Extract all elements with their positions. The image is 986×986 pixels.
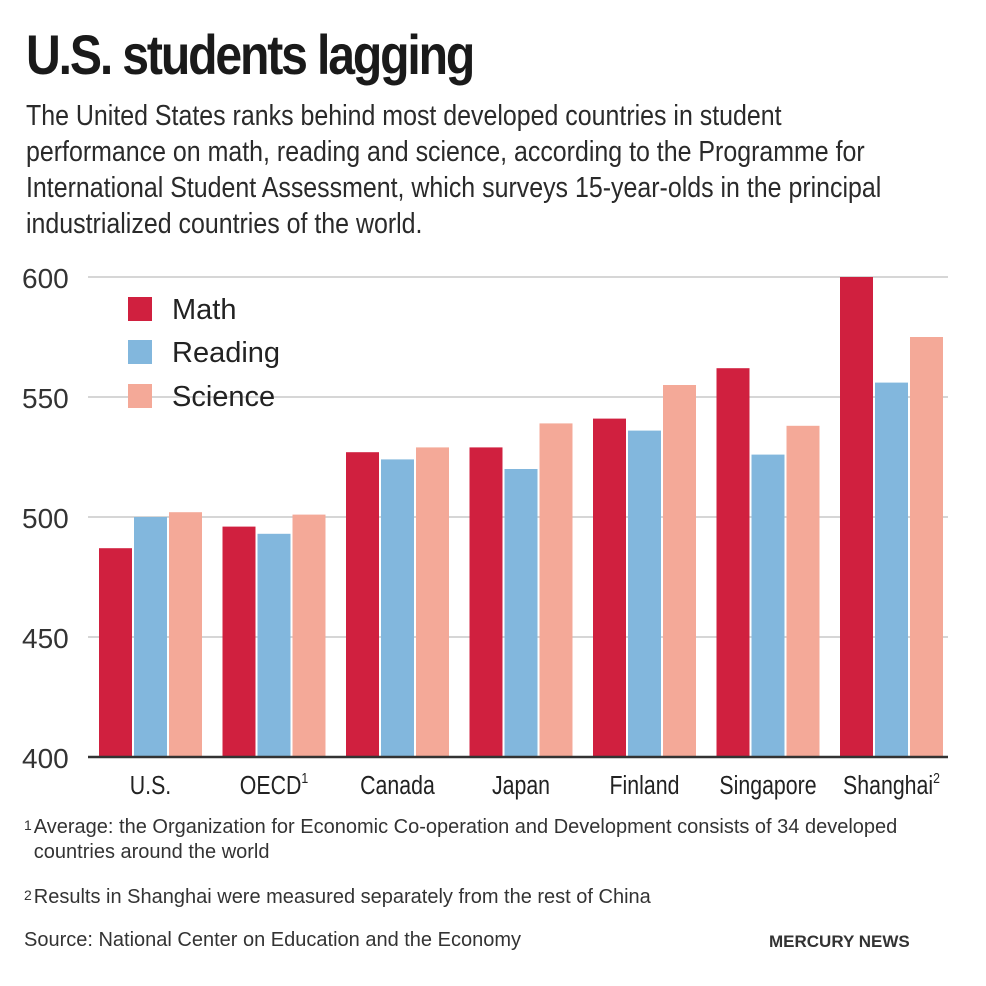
- bar-science-shanghai: [910, 337, 943, 757]
- bar-reading-finland: [628, 430, 661, 757]
- y-tick-label-450: 450: [22, 623, 69, 654]
- legend-swatch-reading: [128, 340, 152, 364]
- y-tick-label-550: 550: [22, 383, 69, 414]
- bar-math-singapore: [716, 368, 750, 757]
- bar-science-finland: [663, 385, 696, 757]
- x-tick-label-finland: Finland: [610, 771, 680, 801]
- bar-math-japan: [469, 447, 503, 757]
- chart-subtitle: The United States ranks behind most deve…: [26, 100, 882, 240]
- legend-swatch-science: [128, 384, 152, 408]
- footnote-2-mark: 2: [24, 887, 32, 903]
- x-tick-label-singapore: Singapore: [719, 771, 816, 801]
- footnote-1-mark: 1: [24, 817, 32, 833]
- footnote-1-text: Average: the Organization for Economic C…: [33, 816, 898, 863]
- legend-label-math: Math: [172, 294, 236, 326]
- bar-reading-japan: [504, 469, 538, 757]
- bar-math-shanghai: [840, 277, 873, 757]
- bar-science-canada: [416, 447, 449, 757]
- bar-math-canada: [346, 452, 379, 757]
- footnote-2: 2 Results in Shanghai were measured separ…: [24, 885, 651, 910]
- x-tick-label-us: U.S.: [130, 771, 171, 801]
- y-tick-label-400: 400: [22, 743, 69, 774]
- bar-reading-canada: [381, 459, 414, 757]
- x-tick-superscript-shanghai: 2: [933, 770, 940, 786]
- x-tick-label-japan: Japan: [492, 771, 550, 801]
- y-tick-label-500: 500: [22, 503, 69, 534]
- legend-label-science: Science: [172, 381, 275, 413]
- x-tick-label-shanghai: Shanghai2: [843, 770, 940, 801]
- bar-science-singapore: [786, 425, 820, 757]
- bar-science-oecd: [292, 514, 326, 757]
- chart-title: U.S. students lagging: [26, 23, 475, 86]
- bar-reading-oecd: [257, 533, 291, 757]
- bar-reading-singapore: [751, 454, 785, 757]
- bar-reading-shanghai: [875, 382, 908, 757]
- bar-science-us: [169, 512, 202, 757]
- y-tick-label-600: 600: [22, 263, 69, 294]
- x-tick-superscript-oecd: 1: [301, 770, 308, 786]
- credit-label: MERCURY NEWS: [769, 932, 910, 951]
- legend-label-reading: Reading: [172, 337, 280, 369]
- footnote-2-text: Results in Shanghai were measured separa…: [33, 886, 651, 908]
- x-tick-label-oecd: OECD1: [240, 770, 308, 801]
- source-note: Source: National Center on Education and…: [24, 929, 521, 951]
- footnote-1: 1 Average: the Organization for Economic …: [24, 815, 914, 865]
- bar-science-japan: [539, 423, 573, 757]
- bar-math-oecd: [222, 526, 256, 757]
- x-tick-label-canada: Canada: [360, 771, 435, 801]
- legend-swatch-math: [128, 297, 152, 321]
- bar-math-us: [99, 548, 132, 757]
- bar-reading-us: [134, 517, 167, 757]
- bar-math-finland: [593, 418, 626, 757]
